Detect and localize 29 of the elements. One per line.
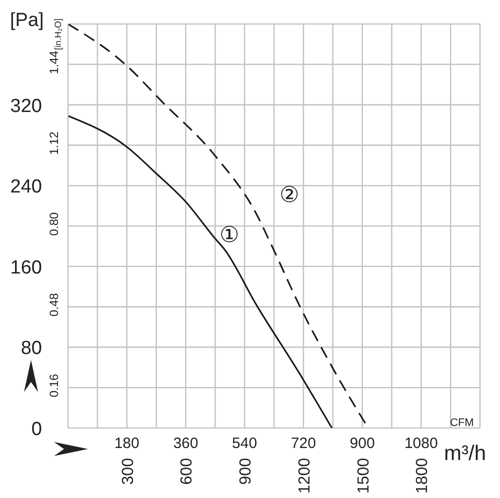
x-tick-label: 600	[178, 458, 196, 485]
x2-tick-label: 900	[350, 435, 375, 452]
x2-tick-label: 1080	[404, 435, 438, 452]
x2-tick-label: 540	[232, 435, 258, 452]
x-tick-label: 900	[238, 458, 255, 485]
y2-tick-label: 0.48	[47, 292, 61, 316]
y-axis-title: [Pa]	[10, 10, 44, 32]
x-tick-label: 300	[120, 458, 137, 485]
y-tick-label: 240	[10, 176, 42, 198]
x2-tick-label: 360	[173, 435, 198, 452]
x-tick-label: 1200	[296, 458, 314, 494]
x-tick-label: 1800	[414, 458, 432, 494]
y2-tick-label: 1.12	[47, 131, 61, 155]
y2-axis-title: [in.H₂O]	[52, 18, 64, 50]
x2-axis-title: CFM	[450, 417, 474, 429]
x2-tick-label: 720	[290, 435, 316, 452]
line-series	[68, 115, 333, 428]
y2-tick-label: 0.16	[47, 374, 61, 398]
y-tick-label: 80	[20, 338, 42, 360]
x-tick-label: 1500	[355, 458, 372, 494]
y2-tick-label: 0.80	[47, 212, 61, 236]
y2-tick-label: 1.44	[47, 50, 61, 74]
annotation: ①	[219, 222, 240, 248]
y-tick-label: 0	[31, 419, 42, 440]
annotation: ②	[279, 182, 300, 207]
x2-tick-label: 180	[114, 435, 140, 452]
y-tick-label: 160	[10, 257, 42, 278]
y-tick-label: 320	[10, 96, 42, 117]
x-axis-title: m³/h	[444, 442, 486, 466]
